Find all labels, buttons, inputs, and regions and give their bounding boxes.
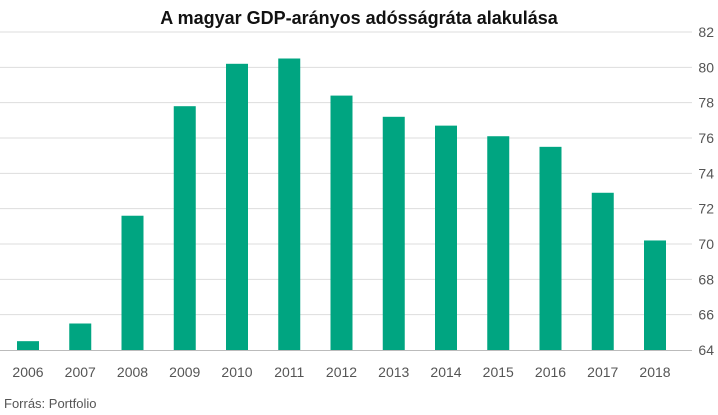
- y-tick-label: 72: [698, 201, 714, 217]
- bar-2008: [121, 215, 144, 350]
- x-axis-ticks: 2006 2007 2008 2009 2010 2011 2012 2013 2014 2015…: [12, 364, 670, 380]
- x-tick-label: 2015: [483, 364, 514, 380]
- bar-2011: [278, 58, 301, 350]
- y-tick-label: 82: [698, 24, 714, 40]
- y-tick-label: 64: [698, 342, 714, 358]
- x-tick-label: 2017: [587, 364, 618, 380]
- bar-2013: [382, 116, 405, 350]
- bar-2010: [226, 63, 248, 351]
- x-tick-label: 2007: [65, 364, 96, 380]
- bar-2006: [17, 341, 39, 350]
- x-tick-label: 2008: [117, 364, 148, 380]
- x-tick-label: 2011: [274, 364, 304, 380]
- x-tick-label: 2009: [169, 364, 200, 380]
- y-tick-label: 76: [698, 130, 714, 146]
- bars: [17, 58, 666, 351]
- x-tick-label: 2013: [378, 364, 409, 380]
- y-tick-label: 68: [698, 271, 714, 287]
- x-tick-label: 2018: [639, 364, 670, 380]
- bar-2016: [539, 146, 562, 350]
- bar-2018: [644, 240, 666, 350]
- y-tick-label: 70: [698, 236, 714, 252]
- bar-2009: [173, 106, 196, 350]
- y-tick-label: 74: [698, 165, 714, 181]
- bar-2007: [69, 323, 92, 350]
- bar-2014: [435, 125, 457, 350]
- bar-2012: [330, 95, 353, 350]
- bar-2015: [487, 136, 510, 350]
- bar-2017: [591, 192, 614, 350]
- chart-title: A magyar GDP-arányos adósságráta alakulá…: [160, 8, 559, 28]
- y-axis-ticks: 64 66 68 70 72 74 76 78 80 82: [698, 24, 714, 358]
- y-tick-label: 78: [698, 95, 714, 111]
- x-tick-label: 2010: [221, 364, 252, 380]
- x-tick-label: 2016: [535, 364, 566, 380]
- x-tick-label: 2006: [12, 364, 43, 380]
- y-tick-label: 80: [698, 59, 714, 75]
- source-note: Forrás: Portfolio: [4, 396, 96, 411]
- x-tick-label: 2014: [430, 364, 461, 380]
- y-tick-label: 66: [698, 307, 714, 323]
- x-tick-label: 2012: [326, 364, 357, 380]
